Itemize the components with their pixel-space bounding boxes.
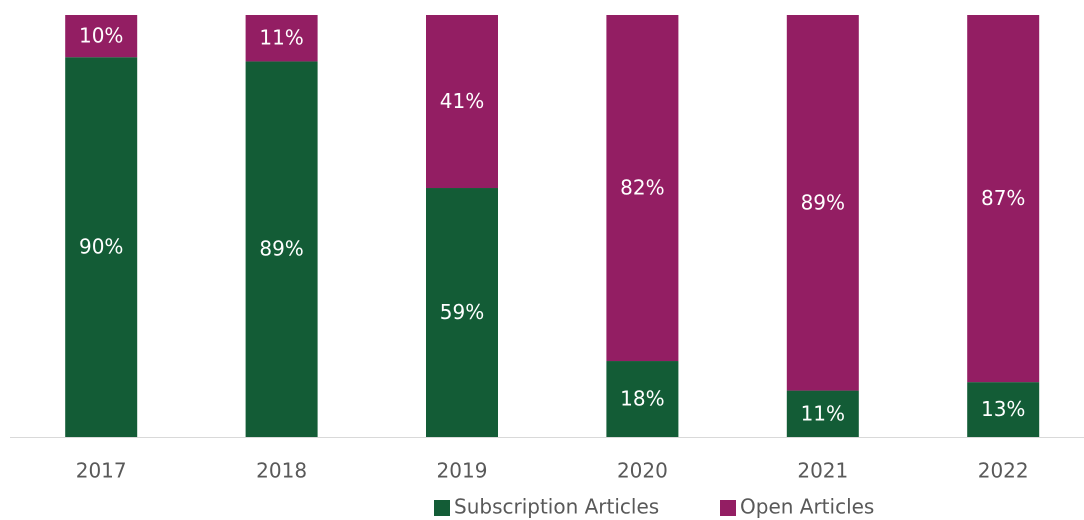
- bar-segment: [245, 15, 318, 62]
- data-label: 82%: [620, 176, 664, 200]
- x-tick-label: 2019: [437, 459, 488, 483]
- bar-segment: [426, 15, 498, 189]
- bar-segment: [606, 15, 679, 362]
- data-label: 41%: [440, 89, 484, 113]
- x-tick-label: 2020: [617, 459, 668, 483]
- data-label: 18%: [620, 387, 664, 411]
- legend-label: Subscription Articles: [454, 495, 659, 519]
- x-tick-label: 2022: [978, 459, 1029, 483]
- data-label: 10%: [79, 24, 123, 48]
- x-tick-label: 2021: [797, 459, 848, 483]
- bar-segment: [967, 15, 1040, 383]
- data-label: 90%: [79, 235, 123, 259]
- x-tick-label: 2017: [76, 459, 127, 483]
- bar-segment: [65, 15, 138, 58]
- bar-segment: [786, 15, 859, 391]
- legend-swatch: [720, 500, 736, 516]
- bar-segment: [786, 390, 859, 437]
- data-label: 59%: [440, 300, 484, 324]
- legend-swatch: [434, 500, 450, 516]
- legend-label: Open Articles: [740, 495, 874, 519]
- data-label: 89%: [259, 237, 303, 261]
- bar-segment: [245, 61, 318, 438]
- data-label: 87%: [981, 186, 1025, 210]
- bar-segment: [606, 361, 679, 437]
- bar-segment: [426, 188, 498, 437]
- data-label: 11%: [259, 26, 303, 50]
- bar-segment: [65, 57, 138, 437]
- data-label: 11%: [801, 401, 845, 425]
- data-label: 13%: [981, 397, 1025, 421]
- data-label: 89%: [801, 190, 845, 214]
- bar-segment: [967, 382, 1040, 437]
- x-tick-label: 2018: [256, 459, 307, 483]
